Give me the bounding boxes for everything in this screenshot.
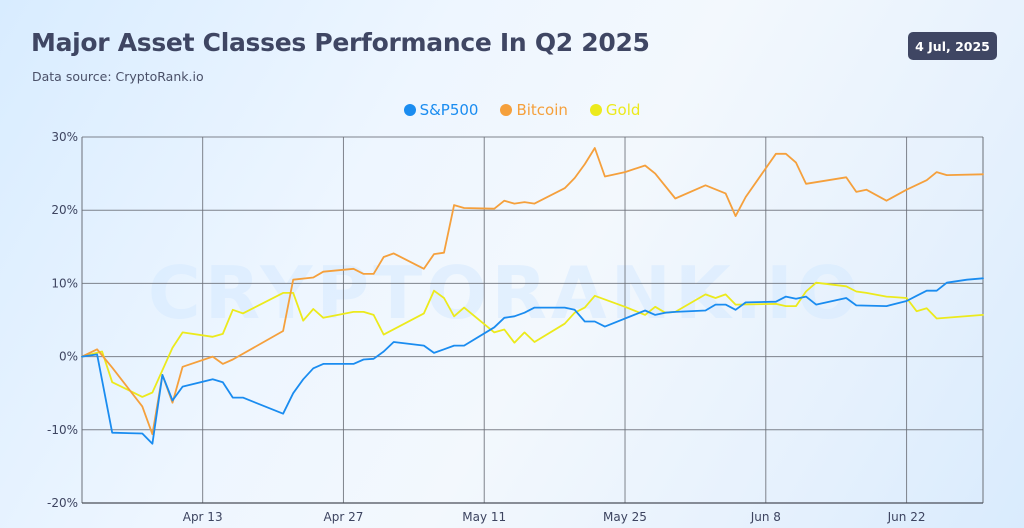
legend-dot-icon [500,104,513,116]
x-tick-label: Jun 8 [750,510,781,524]
y-tick-label: -10% [47,423,78,437]
legend-label: Gold [605,101,641,119]
x-tick-label: Jun 22 [887,510,926,524]
legend-label: S&P500 [419,101,479,119]
series-line-sp500 [81,277,984,445]
axes: 30% 20% 10% 0% -10% -20% Apr 13 Apr 27 May 11 May… [47,130,926,524]
x-tick-label: Apr 13 [183,510,223,524]
legend-item-bitcoin[interactable]: Bitcoin [500,101,568,119]
series-line-gold [81,281,984,398]
series-lines [81,147,984,445]
series-line-bitcoin [81,147,984,436]
data-source-label: Data source: CryptoRank.io [32,69,204,84]
x-tick-label: Apr 27 [324,510,364,524]
y-tick-label: 30% [51,130,78,144]
legend-item-gold[interactable]: Gold [589,101,641,119]
watermark: CRYPTORANK.IO [148,251,862,335]
date-badge: 4 Jul, 2025 [908,32,997,60]
legend-label: Bitcoin [516,101,568,119]
y-tick-label: 0% [59,350,78,364]
chart-legend: S&P500 Bitcoin Gold [0,101,1024,119]
grid [81,136,984,504]
legend-dot-icon [589,104,602,116]
x-tick-label: May 11 [462,510,506,524]
y-tick-label: -20% [47,496,78,510]
y-tick-label: 20% [51,203,78,217]
legend-dot-icon [403,104,416,116]
x-tick-label: May 25 [603,510,647,524]
page-title: Major Asset Classes Performance In Q2 20… [31,28,650,57]
legend-item-sp500[interactable]: S&P500 [403,101,479,119]
y-tick-label: 10% [51,276,78,290]
